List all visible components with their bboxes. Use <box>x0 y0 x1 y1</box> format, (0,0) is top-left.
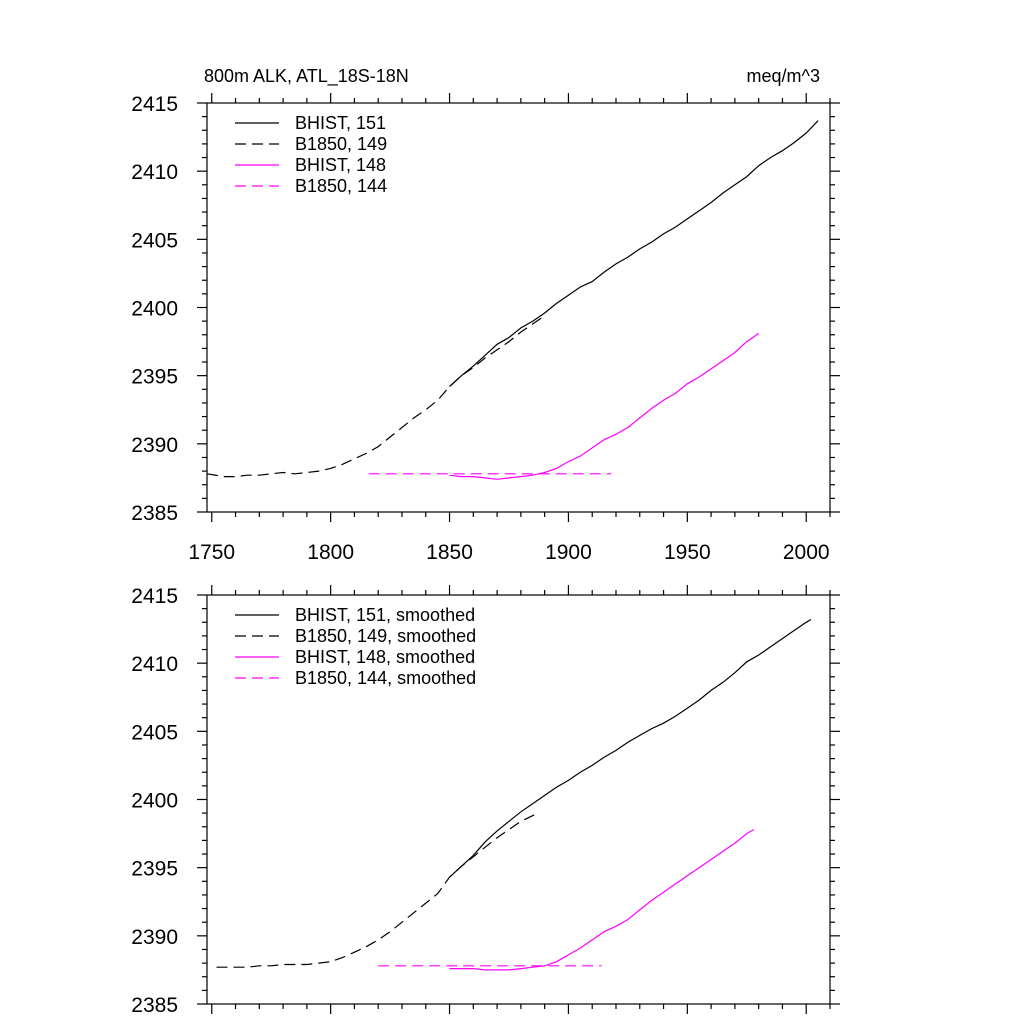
y-tick-label: 2390 <box>131 434 178 457</box>
y-tick-label: 2410 <box>131 161 178 184</box>
y-tick-label: 2395 <box>131 366 178 389</box>
y-tick-label: 2405 <box>131 229 178 252</box>
x-tick-label: 1800 <box>307 541 354 564</box>
x-tick-label: 1900 <box>545 541 592 564</box>
legend-label: B1850, 144 <box>295 176 387 196</box>
series-line-2 <box>216 813 536 968</box>
y-tick-label: 2385 <box>131 502 178 525</box>
series-line-3 <box>449 828 755 971</box>
y-tick-label: 2395 <box>131 858 178 881</box>
legend-label: B1850, 144, smoothed <box>295 668 476 688</box>
top-panel: 800m ALK, ATL_18S-18N meq/m^3 1750 1800 18… <box>131 66 840 564</box>
y-tick-label: 2400 <box>131 790 178 813</box>
x-tick-label: 1850 <box>426 541 473 564</box>
chart-units-label: meq/m^3 <box>747 66 820 86</box>
series-line-2 <box>206 315 546 478</box>
bottom-panel: 2385 2390 2395 2400 2405 2410 2415 BHIST, 151, … <box>131 585 840 1017</box>
series-line-1 <box>449 618 812 878</box>
legend-label: BHIST, 151, smoothed <box>295 605 475 625</box>
y-tick-label: 2410 <box>131 653 178 676</box>
y-tick-label: 2400 <box>131 298 178 321</box>
series-line-1 <box>449 120 819 388</box>
series-line-3 <box>449 332 760 480</box>
y-tick-label: 2385 <box>131 994 178 1017</box>
legend-label: BHIST, 148, smoothed <box>295 647 475 667</box>
x-tick-label: 1950 <box>664 541 711 564</box>
legend-label: BHIST, 151 <box>295 113 386 133</box>
chart-title: 800m ALK, ATL_18S-18N <box>204 66 409 87</box>
y-tick-label: 2390 <box>131 926 178 949</box>
legend-label: BHIST, 148 <box>295 155 386 175</box>
y-tick-label: 2415 <box>131 585 178 608</box>
y-tick-label: 2415 <box>131 93 178 116</box>
legend-label: B1850, 149, smoothed <box>295 626 476 646</box>
x-tick-label: 1750 <box>188 541 235 564</box>
legend-label: B1850, 149 <box>295 134 387 154</box>
y-tick-label: 2405 <box>131 721 178 744</box>
x-tick-label: 2000 <box>783 541 830 564</box>
